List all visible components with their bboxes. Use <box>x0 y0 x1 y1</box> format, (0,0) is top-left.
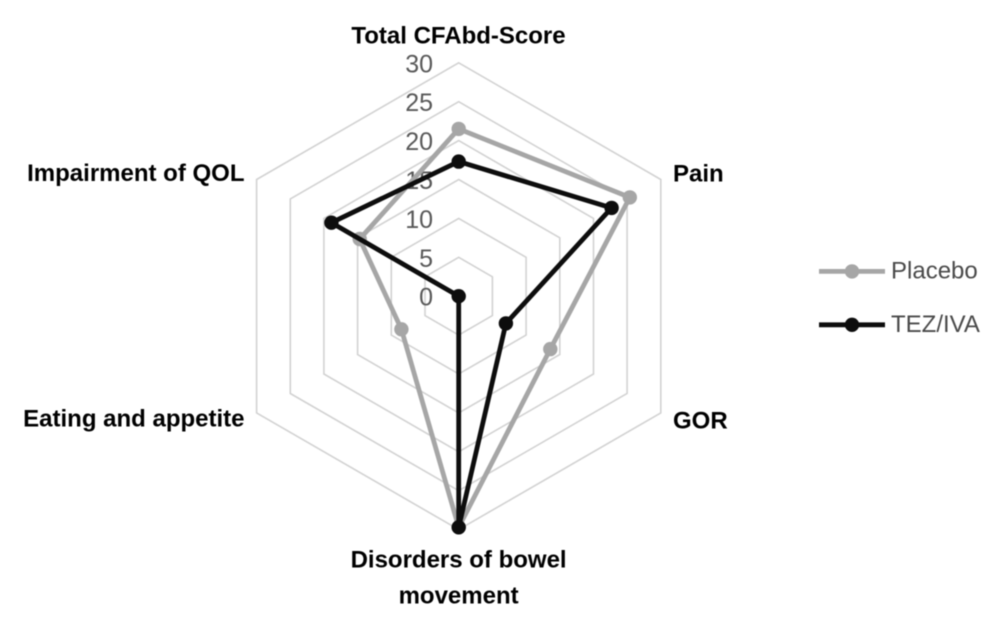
svg-text:Eating and appetite: Eating and appetite <box>23 405 244 432</box>
svg-text:Disorders of bowel: Disorders of bowel <box>351 547 567 574</box>
svg-text:0: 0 <box>419 284 433 312</box>
svg-text:Impairment of QOL: Impairment of QOL <box>27 160 244 187</box>
svg-text:5: 5 <box>419 245 433 273</box>
svg-text:TEZ/IVA: TEZ/IVA <box>891 311 980 338</box>
svg-text:movement: movement <box>399 583 519 610</box>
svg-text:20: 20 <box>405 128 433 156</box>
svg-text:Placebo: Placebo <box>891 258 978 285</box>
svg-text:10: 10 <box>405 206 433 234</box>
svg-text:Total CFAbd-Score: Total CFAbd-Score <box>351 23 565 50</box>
svg-text:Pain: Pain <box>673 161 724 188</box>
svg-text:GOR: GOR <box>673 408 728 435</box>
svg-text:25: 25 <box>405 89 433 117</box>
svg-text:30: 30 <box>405 50 433 78</box>
